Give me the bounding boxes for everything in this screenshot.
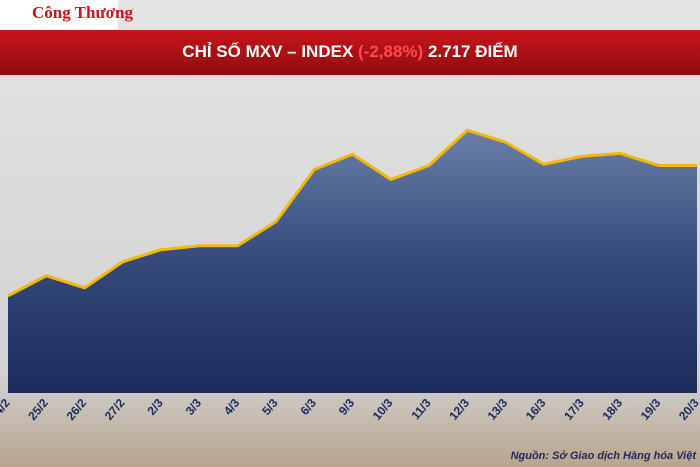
title-change: (-2,88%) <box>358 42 423 61</box>
title-value: 2.717 ĐIỂM <box>428 42 518 61</box>
source-note: Nguồn: Sở Giao dịch Hàng hóa Việt <box>511 450 698 462</box>
chart-title: CHỈ SỐ MXV – INDEX (-2,88%) 2.717 ĐIỂM <box>182 41 517 61</box>
logo-box <box>0 0 118 30</box>
area <box>8 130 697 393</box>
line <box>7 128 697 298</box>
title-banner <box>0 30 700 75</box>
title-prefix: CHỈ SỐ MXV – INDEX <box>182 41 354 61</box>
brand-logo: Công Thương <box>32 3 134 22</box>
